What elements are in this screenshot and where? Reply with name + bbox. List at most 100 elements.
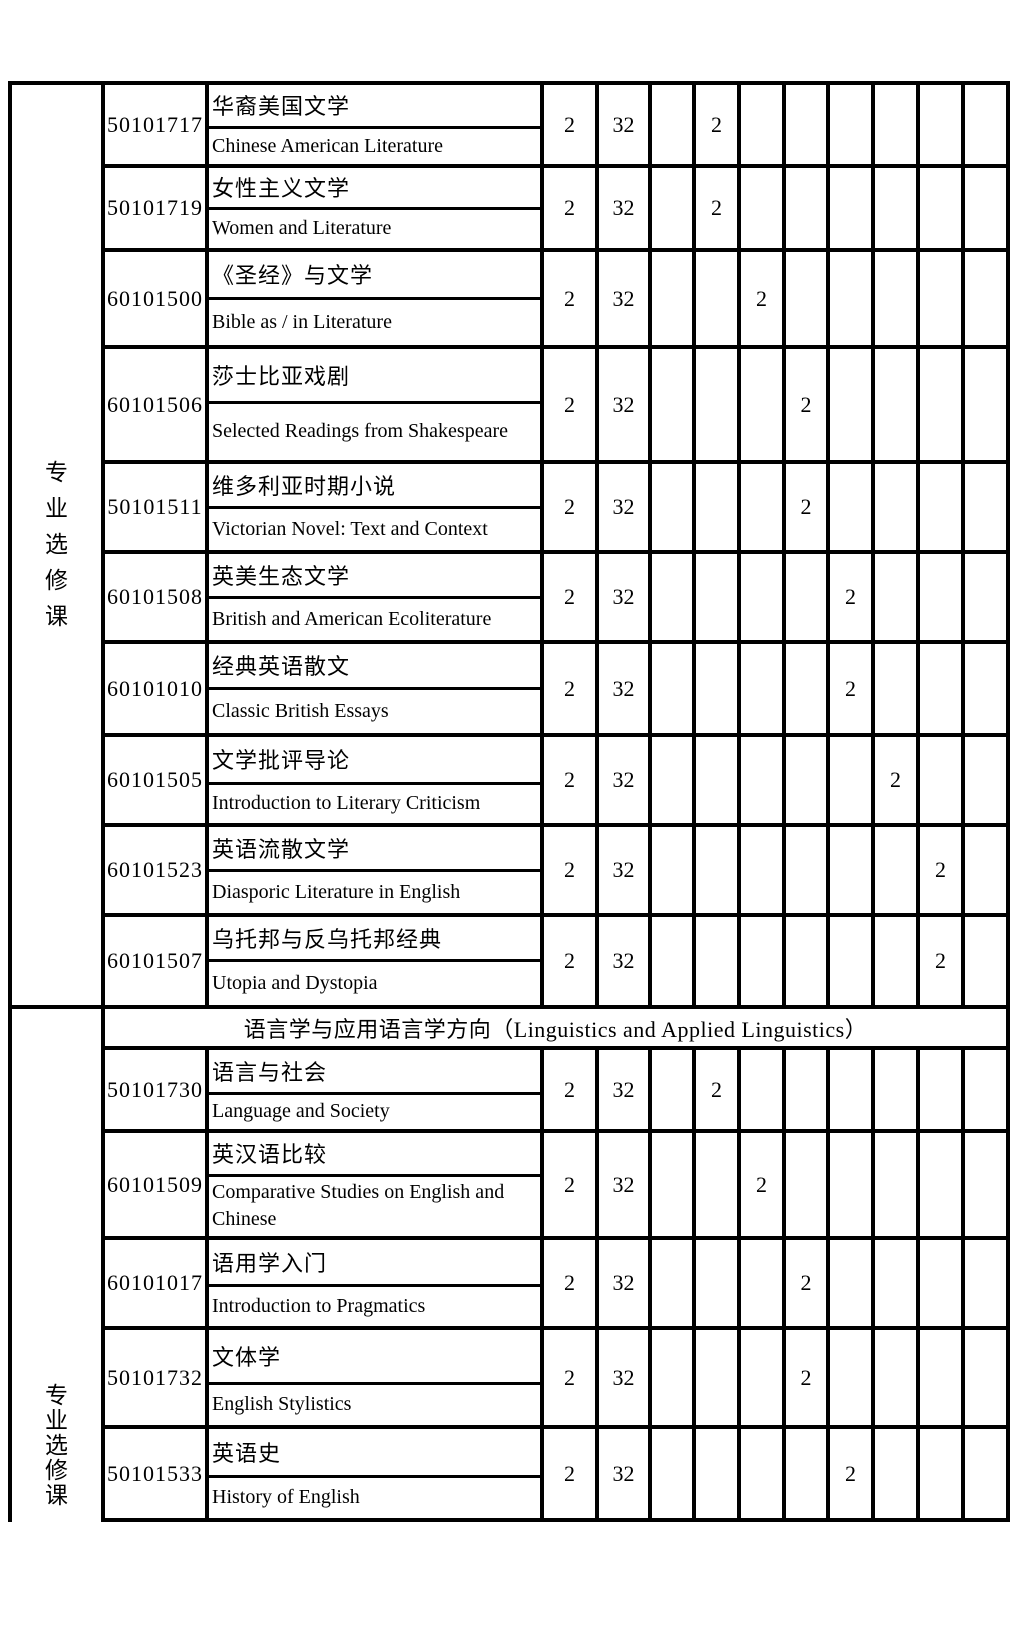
column-border-line bbox=[826, 81, 830, 1009]
course-name-cn: 《圣经》与文学 bbox=[212, 263, 374, 288]
credits-cell: 2 bbox=[564, 1270, 575, 1295]
row-border-line bbox=[101, 248, 1010, 252]
course-name-cn: 英汉语比较 bbox=[212, 1142, 328, 1167]
course-name-en: Women and Literature bbox=[212, 217, 392, 239]
course-name-cn: 英美生态文学 bbox=[212, 563, 351, 589]
hours-cell: 32 bbox=[612, 285, 635, 311]
name-subdivider-line bbox=[207, 207, 544, 210]
table-bottom-border-line bbox=[101, 1518, 1010, 1522]
row-border-line bbox=[101, 1236, 1010, 1240]
column-border-line bbox=[692, 1046, 696, 1522]
name-subdivider-line bbox=[207, 1092, 544, 1095]
column-border-line bbox=[782, 81, 786, 1009]
credits-cell: 2 bbox=[564, 1076, 575, 1102]
credits-cell: 2 bbox=[564, 391, 575, 417]
term-hours-cell: 2 bbox=[845, 1460, 856, 1486]
term-hours-cell: 2 bbox=[800, 494, 812, 519]
term-hours-cell: 2 bbox=[890, 767, 901, 792]
name-subdivider-line bbox=[207, 687, 544, 690]
hours-cell: 32 bbox=[612, 391, 635, 417]
credits-cell: 2 bbox=[564, 948, 575, 973]
course-name-en: Introduction to Pragmatics bbox=[212, 1294, 426, 1317]
column-border-line bbox=[826, 1046, 830, 1522]
hours-cell: 32 bbox=[612, 584, 635, 609]
term-hours-cell: 2 bbox=[756, 285, 767, 311]
name-subdivider-line bbox=[207, 401, 544, 404]
hours-cell: 32 bbox=[612, 1270, 635, 1295]
credits-cell: 2 bbox=[564, 675, 575, 701]
hours-cell: 32 bbox=[612, 1171, 635, 1197]
name-subdivider-line bbox=[207, 126, 544, 129]
course-name-cn: 女性主义文学 bbox=[212, 176, 351, 201]
column-border-line bbox=[648, 1046, 652, 1522]
term-hours-cell: 2 bbox=[711, 111, 722, 137]
name-subdivider-line bbox=[207, 782, 544, 785]
course-name-cn: 维多利亚时期小说 bbox=[212, 473, 397, 499]
course-name-cn: 英语流散文学 bbox=[212, 836, 351, 862]
course-name-en: British and American Ecoliterature bbox=[212, 607, 492, 630]
credits-cell: 2 bbox=[564, 584, 575, 609]
course-name-en: Selected Readings from Shakespeare bbox=[212, 420, 509, 442]
course-code: 60101508 bbox=[107, 584, 203, 609]
hours-cell: 32 bbox=[612, 675, 635, 701]
category-label-electives-top: 专业选修课 bbox=[45, 460, 68, 629]
row-border-line bbox=[101, 460, 1010, 464]
column-border-line bbox=[916, 81, 920, 1009]
category-label-electives-bottom: 专业选修课 bbox=[45, 1383, 68, 1508]
column-border-line bbox=[737, 1046, 741, 1522]
hours-cell: 32 bbox=[612, 948, 635, 973]
category-cell-bottom: 专业选修课 bbox=[12, 1007, 101, 1520]
name-subdivider-line bbox=[207, 1174, 544, 1177]
course-name-cn: 莎士比亚戏剧 bbox=[212, 363, 351, 389]
course-code: 60101523 bbox=[107, 857, 203, 882]
course-name-cn: 文体学 bbox=[212, 1344, 282, 1370]
course-code: 50101717 bbox=[107, 111, 203, 137]
course-name-cn: 英语史 bbox=[212, 1440, 282, 1466]
category-column-border-line bbox=[101, 81, 105, 1522]
row-border-line bbox=[101, 640, 1010, 644]
section-header-linguistics: 语言学与应用语言学方向（Linguistics and Applied Ling… bbox=[243, 1016, 868, 1042]
course-code: 60101500 bbox=[107, 285, 203, 311]
term-hours-cell: 2 bbox=[756, 1171, 767, 1197]
course-name-en: Victorian Novel: Text and Context bbox=[212, 517, 488, 540]
column-border-line bbox=[782, 1046, 786, 1522]
term-hours-cell: 2 bbox=[800, 1364, 812, 1390]
category-cell-top: 专业选修课 bbox=[12, 83, 101, 1007]
row-border-line bbox=[101, 1326, 1010, 1330]
row-border-line bbox=[101, 823, 1010, 827]
column-border-line bbox=[595, 81, 599, 1009]
credits-cell: 2 bbox=[564, 767, 575, 792]
column-border-line bbox=[961, 81, 965, 1009]
row-border-line bbox=[101, 1425, 1010, 1429]
course-name-en: Comparative Studies on English and Chine… bbox=[212, 1181, 505, 1230]
row-border-line bbox=[101, 164, 1010, 168]
course-name-en: Classic British Essays bbox=[212, 699, 389, 722]
course-name-en: Diasporic Literature in English bbox=[212, 880, 461, 903]
row-border-line bbox=[101, 733, 1010, 737]
credits-cell: 2 bbox=[564, 857, 575, 882]
hours-cell: 32 bbox=[612, 857, 635, 882]
course-name-en: Chinese American Literature bbox=[212, 134, 444, 157]
section-divider-line bbox=[8, 1005, 1010, 1009]
row-border-line bbox=[101, 345, 1010, 349]
column-border-line bbox=[737, 81, 741, 1009]
term-hours-cell: 2 bbox=[935, 948, 946, 973]
course-code: 60101505 bbox=[107, 767, 203, 792]
course-name-en: Utopia and Dystopia bbox=[212, 971, 378, 994]
column-border-line bbox=[540, 81, 544, 1009]
course-code: 50101533 bbox=[107, 1460, 203, 1486]
credits-cell: 2 bbox=[564, 1171, 575, 1197]
credits-cell: 2 bbox=[564, 195, 575, 220]
term-hours-cell: 2 bbox=[935, 857, 946, 882]
column-border-line bbox=[692, 81, 696, 1009]
name-subdivider-line bbox=[207, 506, 544, 509]
credits-cell: 2 bbox=[564, 111, 575, 137]
hours-cell: 32 bbox=[612, 111, 635, 137]
row-border-line bbox=[101, 1129, 1010, 1133]
course-code: 60101509 bbox=[107, 1171, 203, 1197]
term-hours-cell: 2 bbox=[711, 195, 722, 220]
column-border-line bbox=[871, 1046, 875, 1522]
term-hours-cell: 2 bbox=[800, 391, 812, 417]
course-name-en: History of English bbox=[212, 1486, 360, 1508]
